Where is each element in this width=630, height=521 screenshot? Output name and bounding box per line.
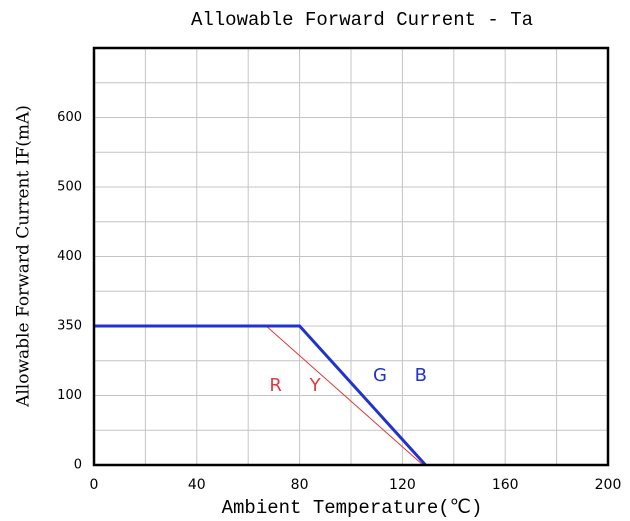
series-label: G B	[373, 365, 427, 386]
y-tick-label: 350	[57, 319, 82, 334]
x-tick-label: 120	[389, 477, 416, 493]
x-tick-label: 200	[595, 477, 622, 493]
chart-title: Allowable Forward Current - Ta	[191, 9, 533, 31]
y-tick-label: 100	[57, 388, 82, 403]
y-tick-label: 500	[57, 180, 82, 195]
x-tick-label: 80	[291, 477, 309, 493]
x-axis-label: Ambient Temperature(℃)	[222, 497, 483, 519]
series-label: R Y	[269, 375, 321, 396]
y-axis-label: Allowable Forward Current IF(mA)	[14, 105, 34, 408]
plot-frame	[92, 46, 610, 467]
x-tick-label: 160	[492, 477, 519, 493]
y-tick-label: 400	[57, 249, 82, 264]
y-tick-label: 600	[57, 110, 82, 125]
y-tick-label: 0	[74, 458, 82, 473]
x-tick-label: 0	[90, 477, 99, 493]
line-series	[94, 324, 427, 467]
x-tick-label: 40	[188, 477, 206, 493]
